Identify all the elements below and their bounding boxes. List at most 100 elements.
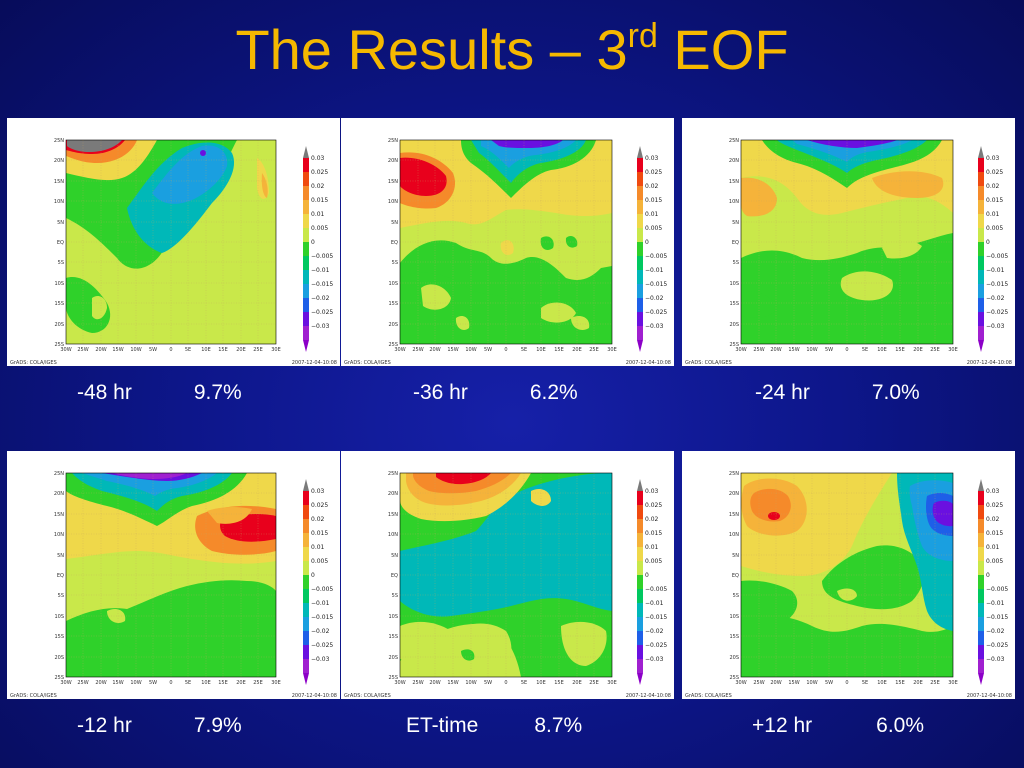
colorbar-swatch (978, 172, 984, 186)
colorbar-swatch (978, 200, 984, 214)
svg-text:20W: 20W (429, 680, 440, 686)
colorbar-swatch (303, 186, 309, 200)
colorbar-swatch (637, 575, 643, 589)
footer-right: 2007-12-04-10:08 (626, 360, 671, 366)
svg-text:15E: 15E (554, 347, 564, 353)
footer-left: GrADS: COLA/IGES (344, 693, 391, 699)
colorbar-tick-label: 0.01 (645, 544, 659, 551)
colorbar-swatch (303, 659, 309, 673)
colorbar-tick-label: 0.015 (311, 530, 328, 537)
svg-text:20E: 20E (572, 347, 582, 353)
eof-map-panel-minus12: 25N 20N 15N 10N 5N EQ 5S 10S 15S 20S 25S 30W 25W 20W… (7, 451, 340, 699)
eof-map-panel-plus12: 25N 20N 15N 10N 5N EQ 5S 10S 15S 20S 25S 30W 25W 20W… (682, 451, 1015, 699)
colorbar-swatch (637, 312, 643, 326)
svg-text:20W: 20W (770, 347, 781, 353)
caption-variance-pct: 7.9% (193, 714, 242, 737)
svg-text:30W: 30W (394, 347, 405, 353)
colorbar-tick-label: −0.02 (645, 628, 664, 635)
lon-tick-labels: 30W 25W 20W 15W 10W 5W 0 5E 10E 15E 20E 25E 30E (394, 347, 616, 353)
svg-text:5W: 5W (825, 347, 833, 353)
colorbar-swatch (303, 631, 309, 645)
colorbar: 0.03 0.025 0.02 0.015 0.01 0.005 0 −0.005 −0.01 −… (978, 146, 1008, 352)
caption-panel-3: -24 hr 7.0% (755, 380, 920, 406)
svg-text:20E: 20E (913, 680, 923, 686)
svg-text:0: 0 (504, 347, 507, 353)
svg-text:15N: 15N (54, 179, 64, 185)
colorbar-swatch (637, 200, 643, 214)
svg-text:5E: 5E (521, 347, 527, 353)
colorbar-swatch (637, 256, 643, 270)
lat-tick-labels: 25N 20N 15N 10N 5N EQ 5S 10S 15S 20S 25S (729, 471, 739, 681)
colorbar: 0.03 0.025 0.02 0.015 0.01 0.005 0 −0.005 −0.01 −… (978, 479, 1008, 685)
eof-map-panel-minus36: 25N 20N 15N 10N 5N EQ 5S 10S 15S 20S 25S 30W 25W 20W… (341, 118, 674, 366)
svg-text:30E: 30E (948, 680, 958, 686)
colorbar-tick-label: −0.01 (311, 267, 330, 274)
colorbar-swatch (637, 505, 643, 519)
svg-text:5S: 5S (733, 593, 739, 599)
colorbar-top-arrow (303, 146, 309, 158)
svg-text:0: 0 (845, 680, 848, 686)
colorbar-swatch (303, 617, 309, 631)
svg-text:20N: 20N (729, 491, 739, 497)
svg-text:25W: 25W (77, 680, 88, 686)
svg-text:10W: 10W (806, 347, 817, 353)
svg-text:10W: 10W (806, 680, 817, 686)
svg-text:25S: 25S (729, 342, 739, 348)
colorbar-tick-label: −0.015 (645, 281, 667, 288)
svg-text:15S: 15S (388, 301, 398, 307)
svg-text:10W: 10W (465, 680, 476, 686)
colorbar-tick-label: −0.015 (645, 614, 667, 621)
map-plot-area (740, 139, 954, 345)
svg-text:15S: 15S (729, 634, 739, 640)
colorbar-tick-label: 0.015 (986, 530, 1003, 537)
svg-text:25W: 25W (412, 680, 423, 686)
colorbar-top-arrow (978, 479, 984, 491)
colorbar-tick-label: 0.01 (986, 211, 1000, 218)
colorbar-swatch (637, 561, 643, 575)
title-main: The Results – 3 (235, 18, 628, 81)
svg-text:10W: 10W (465, 347, 476, 353)
svg-text:25S: 25S (54, 675, 64, 681)
colorbar-swatch (303, 214, 309, 228)
svg-text:25E: 25E (930, 347, 940, 353)
svg-text:25E: 25E (589, 680, 599, 686)
colorbar-swatch (303, 645, 309, 659)
colorbar-swatch (303, 312, 309, 326)
svg-text:20E: 20E (236, 680, 246, 686)
caption-panel-1: -48 hr 9.7% (77, 380, 242, 406)
svg-text:5W: 5W (149, 347, 157, 353)
svg-text:15E: 15E (554, 680, 564, 686)
colorbar-swatch (303, 589, 309, 603)
svg-text:20S: 20S (388, 322, 398, 328)
caption-panel-5: ET-time 8.7% (406, 713, 582, 739)
colorbar-swatch (978, 631, 984, 645)
svg-text:5N: 5N (57, 220, 64, 226)
svg-text:25N: 25N (54, 138, 64, 144)
colorbar-top-arrow (637, 479, 643, 491)
svg-text:5E: 5E (185, 680, 191, 686)
lat-tick-labels: 25N 20N 15N 10N 5N EQ 5S 10S 15S 20S 25S (388, 138, 398, 348)
lat-tick-labels: 25N 20N 15N 10N 5N EQ 5S 10S 15S 20S 25S (54, 471, 64, 681)
colorbar-tick-label: −0.005 (311, 586, 333, 593)
svg-text:10N: 10N (388, 532, 398, 538)
svg-text:EQ: EQ (57, 573, 64, 579)
colorbar-tick-label: −0.025 (645, 309, 667, 316)
svg-text:30W: 30W (60, 680, 71, 686)
svg-text:5N: 5N (391, 220, 398, 226)
colorbar-swatch (303, 298, 309, 312)
colorbar-swatch (303, 270, 309, 284)
svg-text:10S: 10S (54, 281, 64, 287)
colorbar-tick-label: 0.015 (645, 530, 662, 537)
colorbar-tick-label: −0.025 (311, 309, 333, 316)
colorbar-tick-label: 0.025 (311, 502, 328, 509)
svg-text:10S: 10S (54, 614, 64, 620)
colorbar-swatch (637, 242, 643, 256)
svg-text:20N: 20N (388, 158, 398, 164)
footer-right: 2007-12-04-10:08 (967, 360, 1012, 366)
svg-text:15E: 15E (895, 347, 905, 353)
colorbar-tick-label: 0 (311, 239, 315, 246)
colorbar-swatch (303, 491, 309, 505)
colorbar-tick-label: 0 (986, 572, 990, 579)
colorbar-tick-label: 0.02 (645, 516, 659, 523)
svg-text:10E: 10E (201, 680, 211, 686)
